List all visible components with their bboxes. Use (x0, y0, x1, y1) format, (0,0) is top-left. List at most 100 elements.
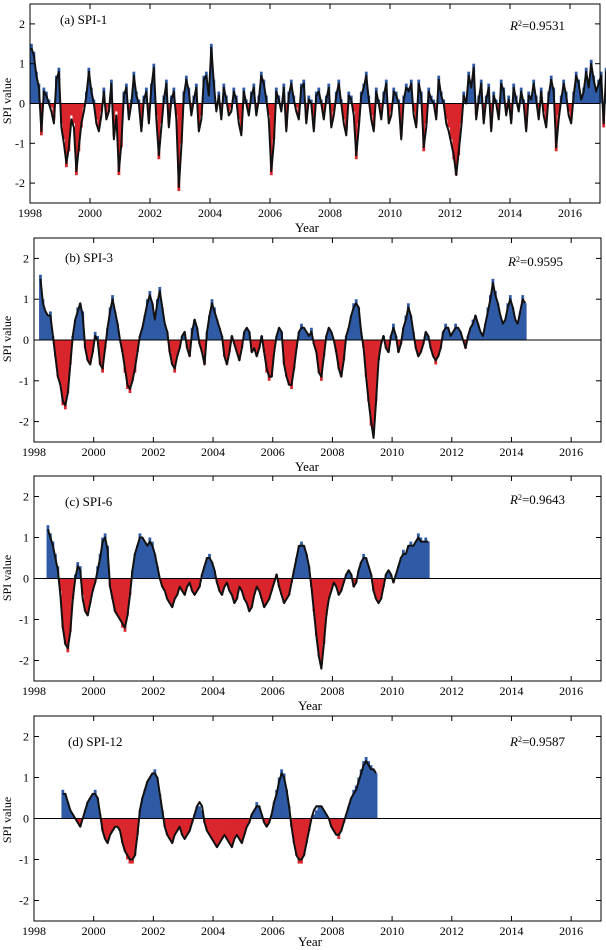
bar-positive (521, 295, 525, 340)
x-tick-label: 1998 (22, 684, 46, 698)
bar-negative (126, 818, 129, 860)
bar-negative (86, 578, 90, 616)
bar-positive (275, 789, 279, 819)
bar-positive (449, 335, 453, 340)
bar-negative (285, 340, 288, 377)
bar-negative (225, 578, 229, 583)
bar-negative (255, 340, 259, 357)
bar-positive (49, 311, 52, 340)
bar-positive (148, 537, 152, 579)
bar-positive (150, 773, 154, 819)
bar-negative (188, 578, 192, 583)
bar-negative (159, 103, 163, 124)
bar-negative (239, 103, 243, 132)
panel-c-title: (c) SPI-6 (65, 494, 113, 509)
bar-negative (272, 103, 276, 140)
bar-positive (414, 541, 418, 579)
bar-negative (139, 103, 143, 128)
bar-positive (184, 75, 188, 104)
bar-positive (409, 315, 413, 340)
bar-negative (170, 578, 174, 608)
bar-positive (116, 323, 119, 340)
bar-positive (86, 802, 90, 819)
bar-negative (126, 578, 129, 616)
x-tick-label: 1998 (22, 924, 46, 938)
bar-positive (252, 810, 256, 819)
bar-negative (312, 103, 316, 128)
bar-positive (208, 553, 211, 579)
y-tick-label: 0 (19, 97, 25, 111)
bar-negative (324, 578, 328, 616)
bar-negative (183, 578, 187, 595)
bar-positive (327, 327, 331, 340)
bar-negative (270, 578, 274, 591)
bar-positive (399, 558, 403, 579)
bar-negative (280, 578, 283, 595)
bar-negative (357, 103, 361, 124)
bar-negative (94, 103, 98, 120)
bar-positive (208, 315, 211, 340)
bar-negative (106, 818, 109, 844)
bar-positive (319, 806, 323, 819)
bar-negative (77, 103, 81, 152)
bar-negative (329, 818, 333, 827)
bar-negative (63, 340, 67, 410)
bar-negative (170, 340, 174, 365)
y-tick-label: -2 (15, 176, 25, 190)
y-tick-label: -2 (19, 415, 29, 429)
bar-positive (357, 307, 361, 340)
bar-negative (223, 578, 226, 587)
bar-negative (569, 103, 573, 120)
panel-c-r2: R2=0.9643 (509, 492, 565, 507)
bar-positive (369, 765, 373, 819)
bar-positive (489, 295, 492, 340)
bar-negative (312, 578, 316, 612)
bar-positive (324, 814, 328, 819)
bar-positive (46, 525, 50, 579)
bar-positive (30, 43, 33, 104)
bar-positive (467, 71, 471, 104)
panel-b-spi-3: 1998 2000 2002 2004 2006 2008 2010 2012 2014 2016… (0, 237, 602, 474)
bar-positive (255, 802, 259, 819)
bar-positive (305, 331, 308, 340)
bar-negative (352, 103, 356, 112)
bar-negative (121, 578, 124, 628)
bar-positive (349, 798, 353, 819)
bar-positive (300, 323, 303, 340)
bar-negative (91, 578, 95, 591)
bar-positive (309, 99, 313, 104)
bar-negative (86, 340, 90, 361)
bar-positive (210, 299, 214, 340)
x-tick-label: 2002 (141, 684, 165, 698)
bar-positive (582, 87, 586, 104)
bar-positive (32, 51, 36, 104)
bar-positive (87, 67, 91, 104)
bar-positive (96, 335, 100, 340)
bar-negative (121, 818, 124, 844)
bar-positive (272, 802, 276, 819)
bar-positive (96, 798, 100, 819)
bar-negative (252, 578, 256, 595)
bar-negative (337, 578, 341, 595)
bar-positive (113, 311, 117, 340)
bar-negative (416, 340, 420, 357)
bar-negative (178, 578, 182, 587)
bar-positive (103, 533, 107, 579)
bar-positive (549, 75, 553, 104)
bar-negative (133, 818, 137, 856)
bar-positive (289, 79, 293, 104)
bar-negative (67, 103, 71, 152)
bar-positive (148, 777, 152, 819)
bar-negative (265, 340, 269, 373)
bar-negative (64, 103, 68, 168)
panel-c-spi-6: 1998 2000 2002 2004 2006 2008 2010 2012 2014 2016… (0, 475, 602, 713)
bar-positive (155, 299, 159, 340)
bar-negative (315, 340, 318, 353)
bar-negative (49, 103, 53, 108)
bar-positive (198, 806, 201, 819)
bar-positive (407, 87, 411, 104)
panel-a-ylabel: SPI value (0, 78, 14, 124)
bar-negative (342, 340, 346, 361)
bar-negative (223, 818, 226, 835)
bar-positive (402, 549, 405, 579)
